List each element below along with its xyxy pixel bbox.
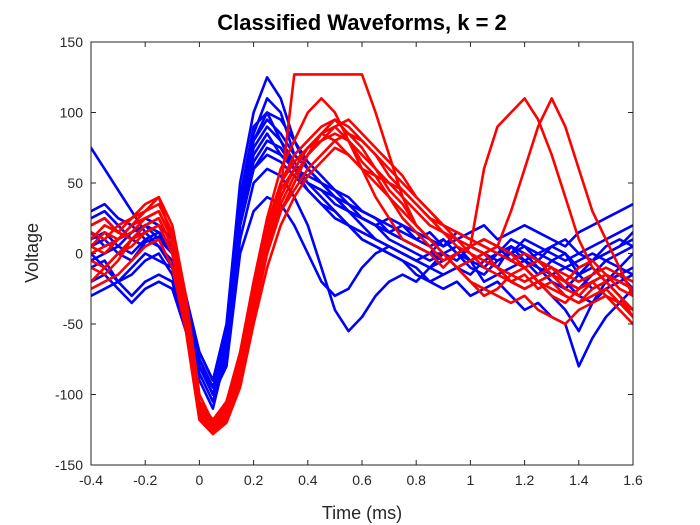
x-ticks: -0.4 -0.2 0 0.2 0.4 0.6 0.8 1 1.2 1.4 1.6 <box>79 42 643 488</box>
waveform-line-21 <box>91 132 633 422</box>
y-tick-label: -50 <box>63 316 83 332</box>
series-layer <box>91 73 633 436</box>
x-tick-label: 1.6 <box>623 472 643 488</box>
x-tick-label: 0 <box>196 472 204 488</box>
y-ticks: -150 -100 -50 0 50 100 150 <box>55 34 633 473</box>
x-tick-label: 1 <box>467 472 475 488</box>
y-tick-label: 150 <box>60 34 84 50</box>
waveform-line-20 <box>91 132 633 433</box>
y-tick-label: -150 <box>55 457 83 473</box>
x-tick-label: 0.6 <box>352 472 372 488</box>
x-tick-label: -0.4 <box>79 472 103 488</box>
y-tick-label: 100 <box>60 105 84 121</box>
waveform-line-17 <box>91 97 633 425</box>
x-tick-label: 0.8 <box>406 472 426 488</box>
y-tick-label: -100 <box>55 387 83 403</box>
x-tick-label: 0.4 <box>298 472 318 488</box>
x-tick-label: 0.2 <box>244 472 264 488</box>
x-tick-label: 1.4 <box>569 472 589 488</box>
x-tick-label: -0.2 <box>133 472 157 488</box>
y-tick-label: 50 <box>67 175 83 191</box>
y-tick-label: 0 <box>75 246 83 262</box>
x-tick-label: 1.2 <box>515 472 535 488</box>
y-axis-label: Voltage <box>22 223 42 283</box>
x-axis-label: Time (ms) <box>322 503 402 523</box>
chart-title: Classified Waveforms, k = 2 <box>217 10 507 35</box>
plot-area <box>91 42 633 465</box>
